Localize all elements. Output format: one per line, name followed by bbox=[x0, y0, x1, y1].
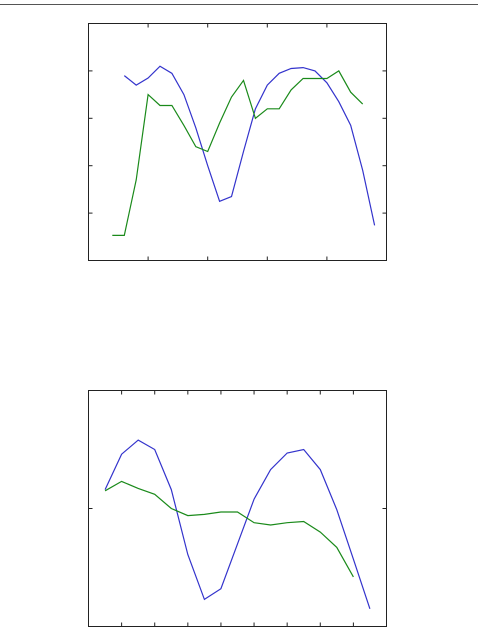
data-line bbox=[112, 70, 364, 236]
data-line bbox=[104, 439, 371, 609]
data-line bbox=[104, 480, 354, 578]
data-line bbox=[123, 65, 376, 226]
plot-frame bbox=[88, 390, 387, 627]
plot-frame bbox=[88, 23, 387, 261]
